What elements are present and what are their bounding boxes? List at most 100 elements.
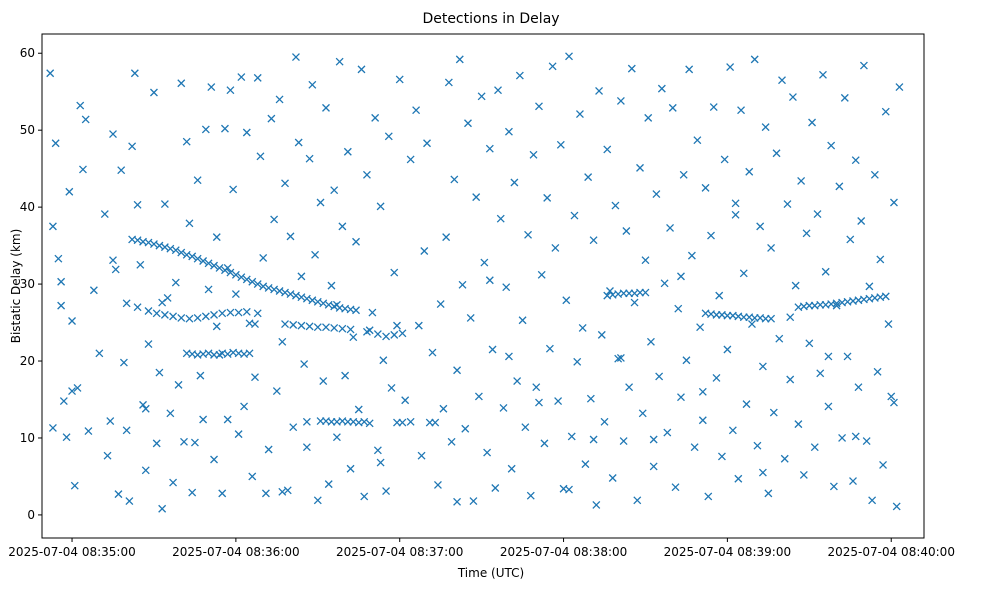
data-point-x-marker: [824, 402, 833, 411]
data-point-x-marker: [786, 313, 795, 322]
data-point-x-marker: [611, 201, 620, 210]
data-point-x-marker: [354, 405, 363, 414]
data-point-x-marker: [223, 415, 232, 424]
data-point-x-marker: [182, 250, 191, 259]
data-point-x-marker: [562, 296, 571, 305]
chart-title: Detections in Delay: [422, 11, 559, 27]
data-point-x-marker: [401, 396, 410, 405]
data-point-x-marker: [630, 298, 639, 307]
data-point-x-marker: [537, 270, 546, 279]
data-point-x-marker: [390, 330, 399, 339]
data-point-x-marker: [728, 426, 737, 435]
data-point-x-marker: [835, 182, 844, 191]
data-point-x-marker: [712, 373, 721, 382]
data-point-x-marker: [778, 76, 786, 85]
data-point-x-marker: [518, 316, 527, 325]
data-point-x-marker: [431, 418, 440, 427]
data-point-x-marker: [313, 496, 322, 505]
data-point-x-marker: [199, 415, 208, 424]
data-point-x-marker: [324, 300, 333, 309]
data-point-x-marker: [220, 124, 229, 133]
data-point-x-marker: [636, 163, 644, 172]
data-point-x-marker: [868, 496, 877, 505]
data-point-x-marker: [619, 437, 628, 446]
data-point-x-marker: [767, 314, 776, 323]
data-point-x-marker: [772, 149, 781, 158]
data-point-x-marker: [608, 474, 617, 482]
data-point-x-marker: [95, 349, 104, 358]
data-point-x-marker: [690, 443, 699, 452]
data-point-x-marker: [245, 349, 254, 358]
data-point-x-marker: [218, 489, 227, 498]
data-point-x-marker: [453, 497, 462, 506]
data-point-x-marker: [291, 53, 300, 62]
data-point-x-marker: [491, 484, 500, 492]
data-point-x-marker: [442, 233, 451, 242]
y-axis: 0 10 20 30 40 50 60: [20, 46, 42, 522]
data-point-x-marker: [581, 460, 590, 469]
data-point-x-marker: [316, 198, 325, 207]
data-point-x-marker: [234, 430, 243, 439]
data-point-x-marker: [357, 65, 366, 74]
y-tick-label: 40: [20, 200, 35, 214]
data-point-x-marker: [666, 223, 675, 232]
data-point-x-marker: [472, 193, 481, 202]
data-point-x-marker: [573, 357, 582, 366]
axes-frame: [41, 33, 925, 539]
data-point-x-marker: [521, 423, 530, 432]
data-point-x-marker: [212, 322, 221, 331]
data-point-x-marker: [575, 110, 584, 118]
data-point-x-marker: [504, 127, 513, 136]
data-point-x-marker: [182, 137, 191, 146]
data-point-x-marker: [890, 398, 898, 407]
data-point-x-marker: [515, 71, 524, 80]
data-point-x-marker: [791, 281, 800, 290]
data-point-x-marker: [652, 190, 661, 199]
data-point-x-marker: [764, 489, 773, 498]
data-point-x-marker: [398, 329, 407, 338]
data-point-x-marker: [155, 368, 164, 377]
data-point-x-marker: [76, 101, 85, 110]
data-point-x-marker: [769, 408, 778, 417]
data-point-x-marker: [840, 93, 849, 102]
data-point-x-marker: [679, 170, 688, 179]
data-point-x-marker: [655, 372, 664, 381]
data-point-x-marker: [371, 113, 380, 122]
data-point-x-marker: [535, 102, 543, 111]
data-point-x-marker: [395, 75, 404, 84]
data-point-x-marker: [251, 373, 259, 382]
data-point-x-marker: [79, 165, 87, 174]
data-point-x-marker: [302, 417, 311, 426]
data-point-x-marker: [346, 464, 355, 473]
data-point-x-marker: [821, 267, 830, 276]
data-point-x-marker: [816, 369, 825, 378]
data-point-x-marker: [171, 246, 180, 255]
data-point-x-marker: [223, 263, 232, 272]
data-point-x-marker: [496, 214, 505, 223]
data-point-x-marker: [300, 360, 309, 369]
data-point-x-marker: [160, 310, 169, 319]
data-point-x-marker: [794, 420, 803, 429]
data-point-x-marker: [352, 306, 360, 315]
data-point-x-marker: [297, 293, 306, 302]
data-point-x-marker: [281, 179, 289, 188]
y-tick-label: 0: [27, 508, 35, 522]
data-point-x-marker: [892, 502, 901, 511]
data-point-x-marker: [177, 79, 186, 88]
data-point-x-marker: [177, 313, 186, 322]
data-point-x-marker: [384, 132, 393, 141]
data-point-x-marker: [196, 371, 205, 380]
data-point-x-marker: [597, 330, 606, 339]
data-point-x-marker: [73, 383, 82, 392]
data-point-x-marker: [556, 140, 565, 149]
data-point-x-marker: [510, 178, 519, 187]
data-point-x-marker: [133, 200, 142, 209]
data-point-x-marker: [854, 383, 863, 392]
data-point-x-marker: [600, 417, 609, 426]
data-point-x-marker: [313, 323, 322, 332]
data-point-x-marker: [68, 387, 76, 395]
data-point-x-marker: [387, 383, 396, 392]
data-point-x-marker: [289, 320, 298, 329]
data-point-x-marker: [133, 236, 142, 245]
data-point-x-marker: [193, 313, 202, 322]
